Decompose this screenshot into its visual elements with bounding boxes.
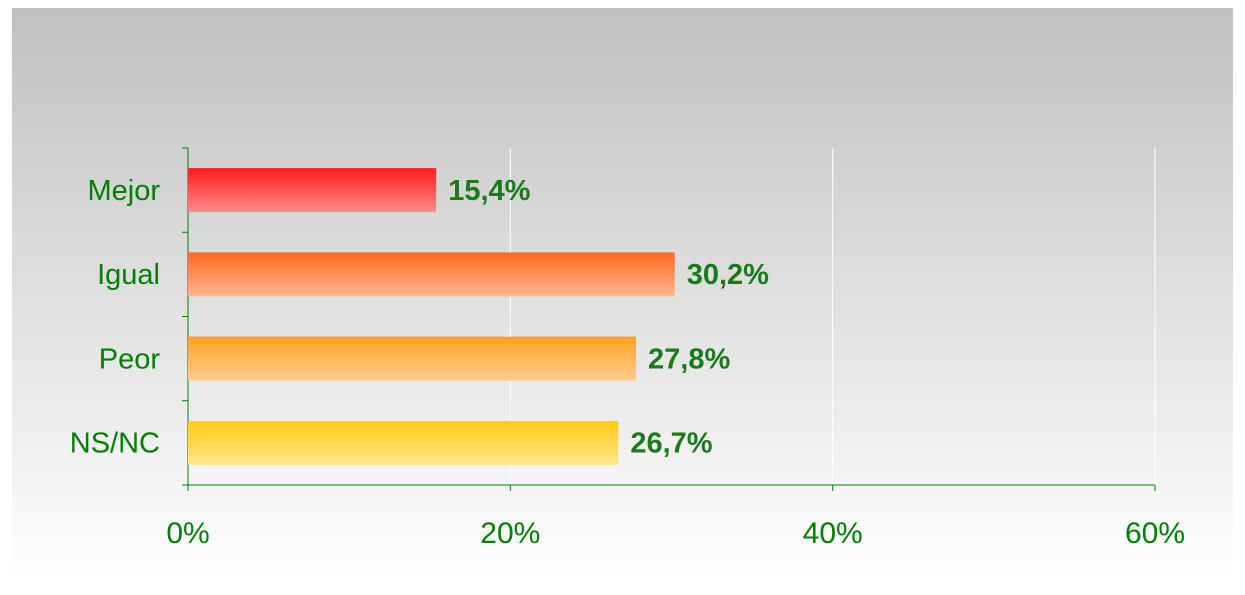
value-label: 27,8% — [648, 343, 730, 375]
y-tick-label: Peor — [99, 343, 161, 375]
bar — [188, 252, 675, 297]
y-tick-label: Mejor — [87, 175, 160, 207]
value-label: 15,4% — [448, 175, 530, 207]
x-tick-label: 20% — [480, 517, 540, 550]
y-tick-label: Igual — [97, 259, 160, 291]
value-label: 26,7% — [630, 428, 712, 460]
x-tick-label: 40% — [803, 517, 863, 550]
bar — [188, 168, 437, 213]
y-tick-label: NS/NC — [70, 428, 160, 460]
x-tick-label: 60% — [1125, 517, 1185, 550]
x-tick-label: 0% — [166, 517, 209, 550]
bar — [188, 420, 619, 465]
value-label: 30,2% — [687, 259, 769, 291]
bar — [188, 336, 637, 381]
